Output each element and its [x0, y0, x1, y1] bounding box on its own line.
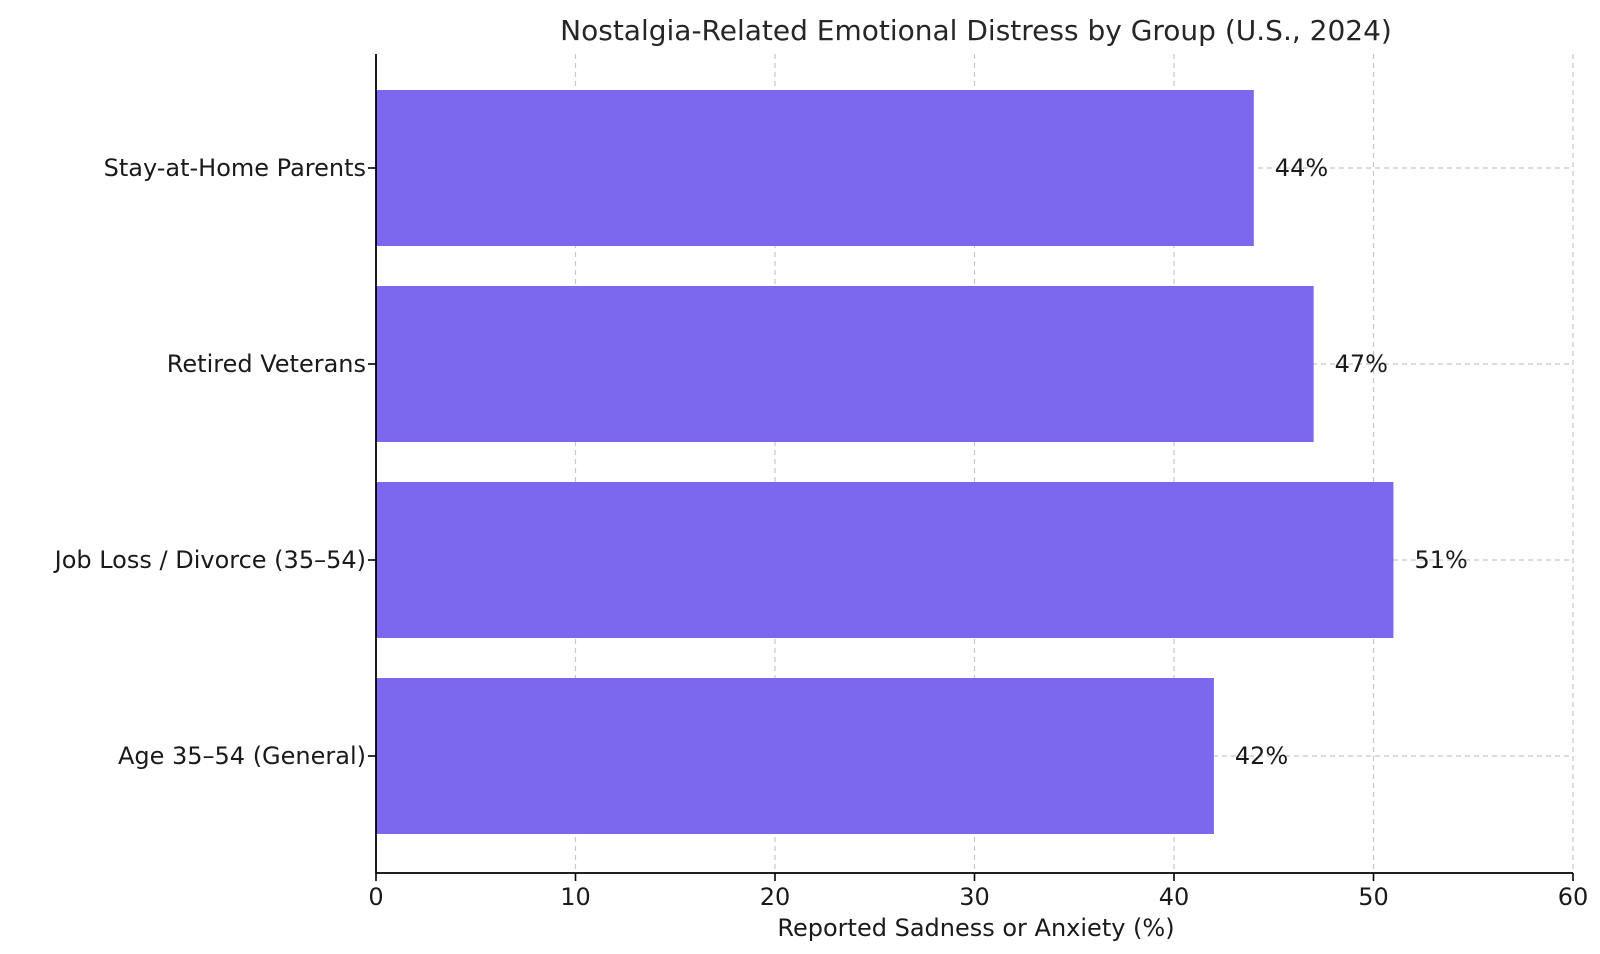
bar [376, 286, 1314, 442]
bar [376, 482, 1394, 638]
bar [376, 90, 1254, 246]
x-tick-label: 50 [1358, 883, 1389, 911]
data-label: 44% [1275, 154, 1328, 182]
x-tick-label: 40 [1159, 883, 1190, 911]
x-axis-label: Reported Sadness or Anxiety (%) [777, 914, 1174, 942]
data-label: 42% [1235, 742, 1288, 770]
x-tick-label: 20 [760, 883, 791, 911]
x-tick-label: 30 [959, 883, 990, 911]
x-ticks: 0 10 20 30 40 50 60 [368, 873, 1588, 911]
category-label: Age 35–54 (General) [118, 742, 366, 770]
value-labels: 42% 51% 47% 44% [1235, 154, 1468, 770]
bar [376, 678, 1214, 834]
x-tick-label: 0 [368, 883, 383, 911]
category-label: Retired Veterans [167, 350, 366, 378]
category-label: Job Loss / Divorce (35–54) [53, 546, 366, 574]
x-tick-label: 60 [1558, 883, 1589, 911]
x-tick-label: 10 [560, 883, 591, 911]
y-category-labels: Age 35–54 (General) Job Loss / Divorce (3… [53, 154, 376, 770]
category-label: Stay-at-Home Parents [104, 154, 366, 182]
data-label: 51% [1414, 546, 1467, 574]
bars [376, 90, 1394, 834]
data-label: 47% [1335, 350, 1388, 378]
chart-title: Nostalgia-Related Emotional Distress by … [560, 14, 1392, 47]
